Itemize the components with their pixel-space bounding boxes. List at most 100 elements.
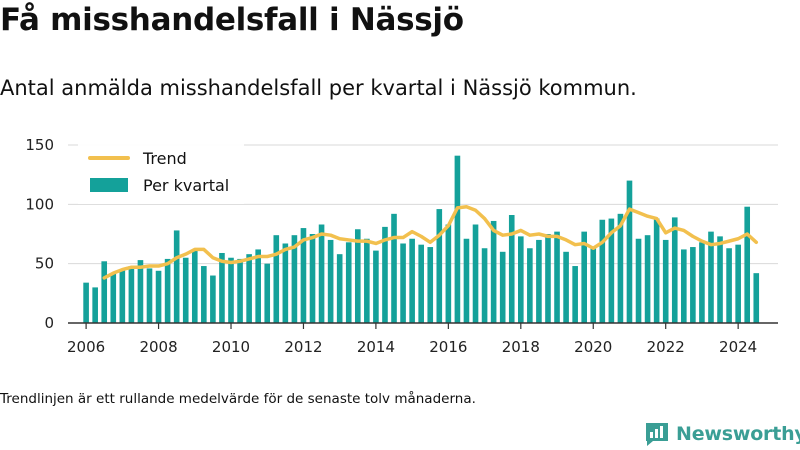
bar [128,266,135,323]
bar [400,243,406,323]
bar [264,263,271,323]
bar [155,270,162,323]
bar [427,247,434,323]
bar [626,180,633,323]
y-tick-label: 0 [44,314,54,332]
footnote: Trendlinjen är ett rullande medelvärde f… [0,391,476,407]
bar [699,242,705,323]
bar [327,239,334,323]
bar [219,252,225,323]
bar [92,287,98,323]
bar [101,261,108,323]
x-tick-label: 2018 [502,338,540,356]
bar [681,249,687,323]
bar [463,238,470,323]
bar [119,269,126,323]
legend-label-per-kvartal: Per kvartal [143,176,229,195]
bar [255,249,261,323]
bar [345,242,352,323]
bar [617,213,624,323]
trend-line [102,204,759,280]
bar [309,234,316,323]
bar [581,231,587,323]
x-tick-label: 2006 [67,338,105,356]
y-tick-label: 150 [25,136,54,154]
x-tick-label: 2020 [574,338,612,356]
trend-series [102,204,759,280]
y-tick-label: 100 [25,195,54,213]
bar [110,273,117,323]
bar [137,260,144,323]
bar [545,234,551,323]
brand-logo[interactable]: Newsworthy [644,420,800,448]
x-tick-label: 2014 [357,338,395,356]
bar [572,266,578,323]
bar [717,236,723,323]
bar [726,248,732,323]
bar [373,250,379,323]
bar [490,220,497,323]
bar [191,249,198,323]
y-tick-label: 50 [35,255,54,273]
x-tick-label: 2024 [719,338,757,356]
bar [164,258,171,323]
bar [409,238,415,323]
bar [364,238,370,323]
bar [445,224,452,323]
bar [237,258,243,323]
bar [83,282,89,323]
x-tick-label: 2016 [429,338,467,356]
bar [554,231,560,323]
bar [201,266,207,323]
bar [418,244,424,323]
chart: 0 50 100 150 2006 2008 2010 2012 2014 2016 2018 202… [25,136,778,356]
bar [671,217,678,323]
brand-name: Newsworthy [676,423,800,445]
x-tick-label: 2022 [647,338,685,356]
bar [318,224,325,323]
legend-label-trend: Trend [142,149,187,168]
bar [508,215,515,323]
bar [708,231,714,323]
bar [481,248,488,323]
bar [228,257,234,323]
bar [744,206,751,323]
bar [753,273,760,323]
bar [590,248,597,323]
bar [146,268,153,323]
bar [291,235,298,323]
page-subtitle: Antal anmälda misshandelsfall per kvarta… [0,76,637,100]
bar [382,226,388,323]
bar [653,218,660,323]
bar [518,236,524,323]
bar [300,228,307,323]
bar [635,238,642,323]
bar [472,224,479,323]
bar [282,243,289,323]
bar [563,251,569,323]
bar [273,235,280,323]
legend-bar-swatch [90,178,128,192]
bar-series [83,155,760,323]
bar [536,239,542,323]
bar [735,244,741,323]
bar [608,218,615,323]
x-tick-label: 2010 [212,338,250,356]
bar [662,239,669,323]
x-tick-label: 2008 [139,338,177,356]
bar [599,219,606,323]
legend-background [78,142,244,204]
bar [173,230,180,323]
newsworthy-logo-icon [646,423,668,446]
page-title: Få misshandelsfall i Nässjö [0,2,464,38]
x-tick-label: 2012 [284,338,322,356]
bar [690,247,696,323]
axes: 0 50 100 150 2006 2008 2010 2012 2014 2016 2018 202… [25,136,778,356]
bar [182,257,189,323]
bar [527,248,533,323]
bar [454,155,461,323]
bar [436,209,443,323]
bar [499,251,506,323]
bar [210,275,216,323]
bar [354,229,361,323]
